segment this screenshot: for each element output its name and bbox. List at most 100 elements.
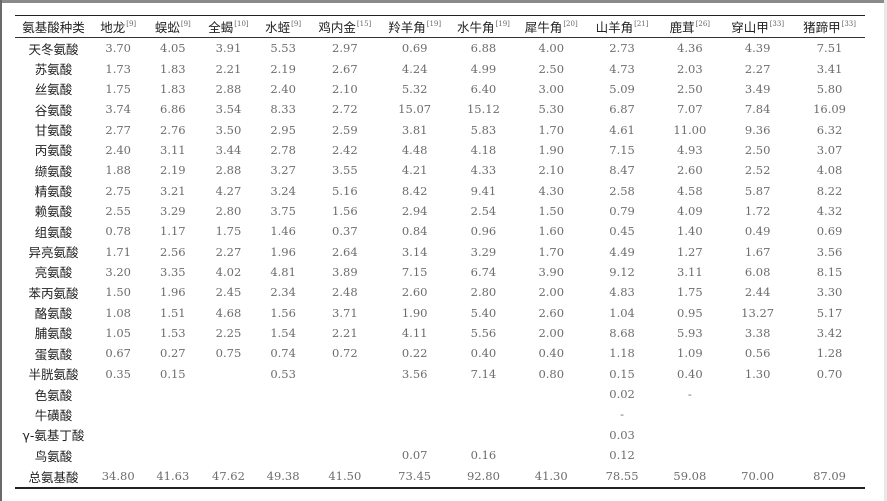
amino-acid-name: γ-氨基丁酸 (22, 428, 85, 444)
value-cell: 1.04 (609, 305, 635, 320)
table-row: 异亮氨酸 1.71 2.56 2.27 1.96 2.64 3.14 3.29 1.70 4.49… (15, 241, 865, 261)
value-cell: 8.33 (270, 102, 296, 117)
value-cell: 3.56 (816, 244, 843, 259)
value-cell: 3.42 (816, 325, 843, 340)
amino-acid-table: 氨基酸种类 地龙[9] 蜈蚣[9] 全蝎[10] 水蛭[9] 鸡内金[15] 羚羊角[19]… (15, 15, 865, 489)
value-cell (310, 404, 379, 424)
value-cell (92, 384, 145, 404)
value-cell: 16.09 (813, 102, 846, 117)
value-cell: 0.15 (609, 366, 635, 381)
value-cell: 0.07 (401, 448, 428, 463)
value-cell: 5.16 (332, 183, 358, 198)
column-header: 犀牛角[20] (517, 16, 586, 38)
amino-acid-name: 脯氨酸 (34, 326, 73, 342)
value-cell: 2.56 (160, 244, 186, 259)
value-cell (256, 404, 311, 424)
column-header-label: 全蝎 (208, 20, 234, 35)
value-cell: - (687, 387, 692, 402)
value-cell: 0.69 (401, 41, 428, 56)
value-cell: 3.29 (160, 203, 186, 218)
table-row: 精氨酸 2.75 3.21 4.27 3.24 5.16 8.42 9.41 4.30 2.58 4… (15, 180, 865, 200)
value-cell: 1.88 (105, 163, 131, 178)
value-cell: 1.83 (160, 61, 186, 76)
value-cell: 13.27 (741, 305, 775, 320)
amino-acid-name: 组氨酸 (34, 224, 73, 240)
value-cell: 1.60 (538, 224, 565, 239)
column-header: 全蝎[10] (201, 16, 256, 38)
value-cell: 0.70 (816, 366, 843, 381)
value-cell: 5.09 (609, 81, 635, 96)
amino-acid-name: 亮氨酸 (34, 265, 73, 281)
value-cell: 8.47 (609, 163, 635, 178)
value-cell: 2.50 (677, 81, 703, 96)
value-cell (721, 445, 794, 465)
value-cell: 1.50 (105, 285, 131, 300)
column-header: 氨基酸种类 (15, 16, 92, 38)
value-cell: 5.83 (470, 122, 497, 137)
value-cell: 5.93 (677, 325, 703, 340)
value-cell: 4.30 (538, 183, 565, 198)
value-cell (201, 404, 256, 424)
reference-marker: [21] (634, 20, 649, 28)
reference-marker: [15] (356, 20, 372, 28)
value-cell: 15.07 (398, 102, 432, 117)
value-cell: 0.72 (332, 346, 358, 361)
value-cell: 7.15 (609, 142, 635, 157)
value-cell: 3.24 (270, 183, 296, 198)
value-cell: 1.28 (816, 346, 843, 361)
value-cell: 4.18 (470, 142, 497, 157)
amino-acid-name: 半胱氨酸 (28, 367, 79, 383)
value-cell: 1.09 (677, 346, 703, 361)
value-cell (517, 445, 586, 465)
value-cell: 0.96 (470, 224, 497, 239)
value-cell: 3.27 (270, 163, 296, 178)
value-cell: 0.40 (470, 346, 497, 361)
table-row: 苏氨酸 1.73 1.83 2.21 2.19 2.67 4.24 4.99 2.50 4.73 2… (15, 58, 865, 78)
value-cell: 2.60 (677, 163, 703, 178)
value-cell (658, 404, 721, 424)
value-cell (201, 384, 256, 404)
value-cell: 1.50 (538, 203, 565, 218)
column-header: 羚羊角[19] (379, 16, 450, 38)
value-cell: 2.50 (744, 142, 771, 157)
value-cell: 3.70 (105, 41, 131, 56)
value-cell (450, 404, 517, 424)
value-cell: 2.45 (215, 285, 242, 300)
reference-marker: [10] (234, 20, 249, 28)
value-cell: 9.36 (744, 122, 771, 137)
value-cell: 5.53 (270, 41, 296, 56)
column-header-label: 穿山甲 (731, 20, 769, 35)
column-header: 穿山甲[33] (721, 16, 794, 38)
value-cell: 4.21 (401, 163, 428, 178)
value-cell: 3.38 (744, 325, 771, 340)
value-cell: 0.80 (538, 366, 565, 381)
value-cell: 1.90 (538, 142, 565, 157)
value-cell: 0.75 (215, 346, 242, 361)
value-cell (658, 445, 721, 465)
value-cell: 2.94 (401, 203, 428, 218)
value-cell: 4.00 (538, 41, 565, 56)
value-cell (794, 384, 865, 404)
table-row: 色氨酸 0.02 - (15, 384, 865, 404)
value-cell: 3.21 (160, 183, 186, 198)
value-cell: 5.87 (744, 183, 771, 198)
column-header: 猪蹄甲[33] (794, 16, 865, 38)
value-cell: 6.40 (470, 81, 497, 96)
value-cell: 0.03 (609, 427, 635, 442)
amino-acid-name: 丝氨酸 (34, 82, 73, 98)
value-cell: 1.83 (160, 81, 186, 96)
value-cell: 2.27 (215, 244, 242, 259)
reference-marker: [9] (180, 20, 191, 28)
value-cell: 1.73 (105, 61, 131, 76)
amino-acid-name: 苏氨酸 (34, 62, 73, 78)
value-cell: 2.88 (215, 81, 242, 96)
amino-acid-name: 异亮氨酸 (28, 245, 79, 261)
value-cell: 1.40 (677, 224, 703, 239)
value-cell: 2.52 (744, 163, 771, 178)
value-cell: 2.73 (609, 41, 635, 56)
value-cell: 6.32 (816, 122, 843, 137)
value-cell: 1.71 (105, 244, 131, 259)
value-cell: 6.08 (744, 264, 771, 279)
value-cell (658, 425, 721, 445)
value-cell: 0.27 (160, 346, 186, 361)
